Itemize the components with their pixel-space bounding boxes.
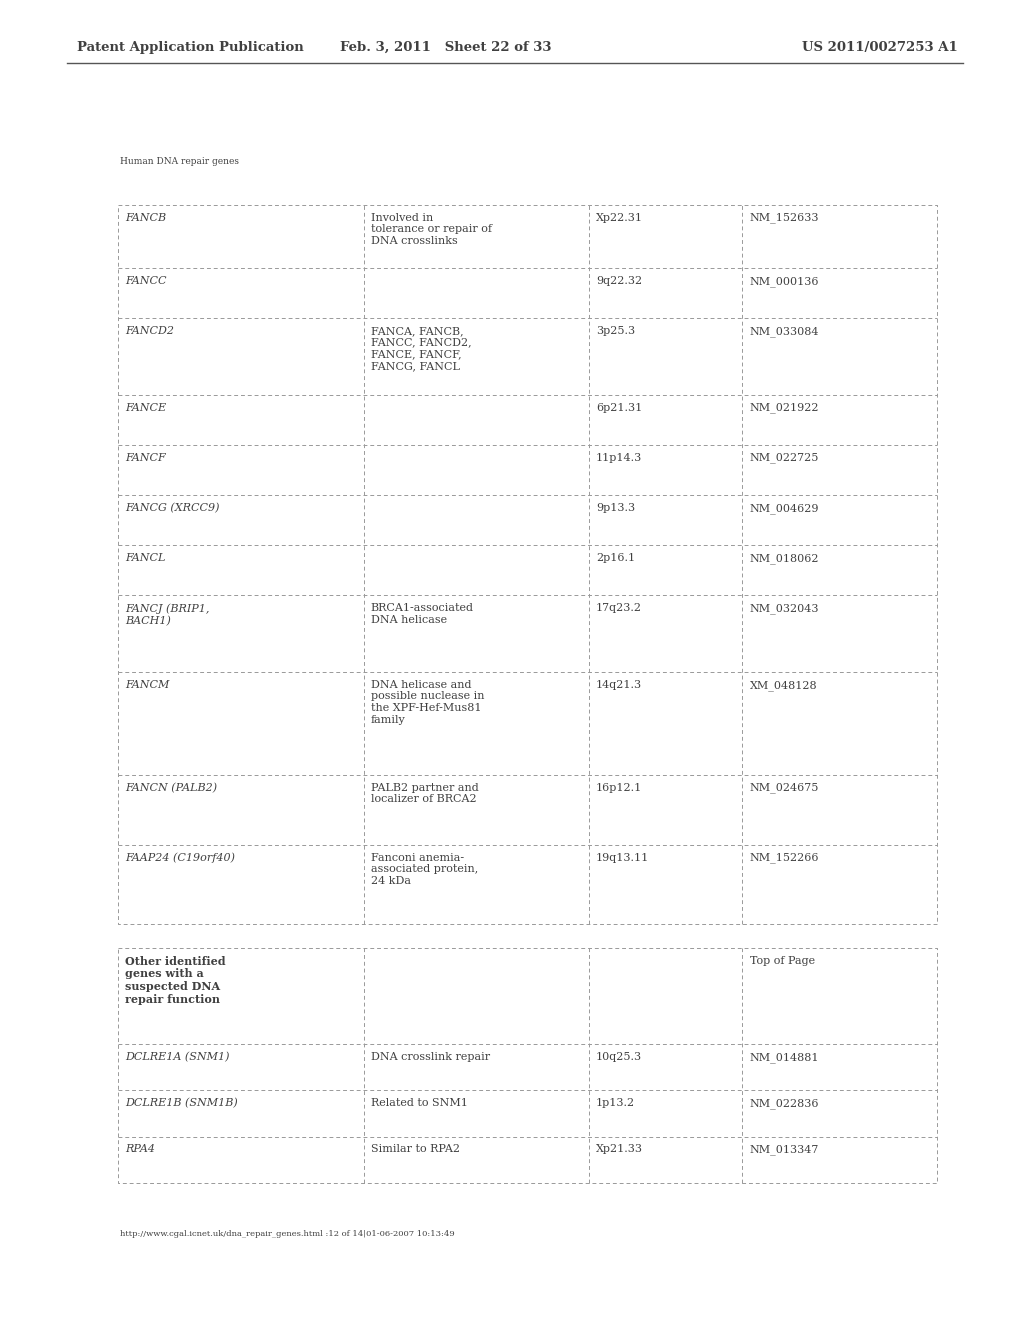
Text: Related to SNM1: Related to SNM1 bbox=[371, 1098, 468, 1109]
Text: FAAP24 (C19orf40): FAAP24 (C19orf40) bbox=[125, 853, 234, 863]
Text: RPA4: RPA4 bbox=[125, 1144, 155, 1155]
Text: NM_013347: NM_013347 bbox=[750, 1144, 819, 1155]
Text: BRCA1-associated
DNA helicase: BRCA1-associated DNA helicase bbox=[371, 603, 474, 624]
Text: 2p16.1: 2p16.1 bbox=[596, 553, 635, 564]
Text: NM_000136: NM_000136 bbox=[750, 276, 819, 286]
Text: NM_033084: NM_033084 bbox=[750, 326, 819, 337]
Text: 16p12.1: 16p12.1 bbox=[596, 783, 642, 793]
Text: PALB2 partner and
localizer of BRCA2: PALB2 partner and localizer of BRCA2 bbox=[371, 783, 478, 804]
Text: NM_032043: NM_032043 bbox=[750, 603, 819, 614]
Text: Other identified
genes with a
suspected DNA
repair function: Other identified genes with a suspected … bbox=[125, 956, 225, 1005]
Text: NM_024675: NM_024675 bbox=[750, 783, 819, 793]
Text: FANCD2: FANCD2 bbox=[125, 326, 174, 337]
Text: FANCJ (BRIP1,
BACH1): FANCJ (BRIP1, BACH1) bbox=[125, 603, 209, 626]
Text: Xp21.33: Xp21.33 bbox=[596, 1144, 643, 1155]
Text: NM_152266: NM_152266 bbox=[750, 853, 819, 863]
Text: FANCL: FANCL bbox=[125, 553, 165, 564]
Text: 11p14.3: 11p14.3 bbox=[596, 453, 642, 463]
Text: DCLRE1B (SNM1B): DCLRE1B (SNM1B) bbox=[125, 1098, 238, 1109]
Text: US 2011/0027253 A1: US 2011/0027253 A1 bbox=[802, 41, 957, 54]
Text: FANCF: FANCF bbox=[125, 453, 166, 463]
Text: http://www.cgal.icnet.uk/dna_repair_genes.html :12 of 14|01-06-2007 10:13:49: http://www.cgal.icnet.uk/dna_repair_gene… bbox=[120, 1230, 455, 1238]
Text: NM_152633: NM_152633 bbox=[750, 213, 819, 223]
Text: DCLRE1A (SNM1): DCLRE1A (SNM1) bbox=[125, 1052, 229, 1063]
Text: Patent Application Publication: Patent Application Publication bbox=[77, 41, 303, 54]
Text: Similar to RPA2: Similar to RPA2 bbox=[371, 1144, 460, 1155]
Text: FANCC: FANCC bbox=[125, 276, 167, 286]
Text: 6p21.31: 6p21.31 bbox=[596, 403, 642, 413]
Text: 3p25.3: 3p25.3 bbox=[596, 326, 635, 337]
Text: FANCE: FANCE bbox=[125, 403, 166, 413]
Text: DNA crosslink repair: DNA crosslink repair bbox=[371, 1052, 489, 1063]
Text: NM_022725: NM_022725 bbox=[750, 453, 819, 463]
Text: 10q25.3: 10q25.3 bbox=[596, 1052, 642, 1063]
Text: FANCG (XRCC9): FANCG (XRCC9) bbox=[125, 503, 219, 513]
Text: NM_018062: NM_018062 bbox=[750, 553, 819, 564]
Text: Xp22.31: Xp22.31 bbox=[596, 213, 643, 223]
Text: 17q23.2: 17q23.2 bbox=[596, 603, 642, 614]
Text: XM_048128: XM_048128 bbox=[750, 680, 817, 690]
Text: FANCB: FANCB bbox=[125, 213, 166, 223]
Text: 9q22.32: 9q22.32 bbox=[596, 276, 642, 286]
Text: FANCN (PALB2): FANCN (PALB2) bbox=[125, 783, 217, 793]
Text: Human DNA repair genes: Human DNA repair genes bbox=[120, 157, 239, 165]
Text: FANCA, FANCB,
FANCC, FANCD2,
FANCE, FANCF,
FANCG, FANCL: FANCA, FANCB, FANCC, FANCD2, FANCE, FANC… bbox=[371, 326, 471, 371]
Text: 1p13.2: 1p13.2 bbox=[596, 1098, 635, 1109]
Text: NM_014881: NM_014881 bbox=[750, 1052, 819, 1063]
Text: NM_021922: NM_021922 bbox=[750, 403, 819, 413]
Text: 19q13.11: 19q13.11 bbox=[596, 853, 649, 863]
Text: FANCM: FANCM bbox=[125, 680, 169, 690]
Text: NM_004629: NM_004629 bbox=[750, 503, 819, 513]
Text: Fanconi anemia-
associated protein,
24 kDa: Fanconi anemia- associated protein, 24 k… bbox=[371, 853, 478, 886]
Text: DNA helicase and
possible nuclease in
the XPF-Hef-Mus81
family: DNA helicase and possible nuclease in th… bbox=[371, 680, 484, 725]
Text: Top of Page: Top of Page bbox=[750, 956, 815, 966]
Text: 14q21.3: 14q21.3 bbox=[596, 680, 642, 690]
Text: NM_022836: NM_022836 bbox=[750, 1098, 819, 1109]
Text: Involved in
tolerance or repair of
DNA crosslinks: Involved in tolerance or repair of DNA c… bbox=[371, 213, 492, 246]
Text: 9p13.3: 9p13.3 bbox=[596, 503, 635, 513]
Text: Feb. 3, 2011   Sheet 22 of 33: Feb. 3, 2011 Sheet 22 of 33 bbox=[340, 41, 551, 54]
